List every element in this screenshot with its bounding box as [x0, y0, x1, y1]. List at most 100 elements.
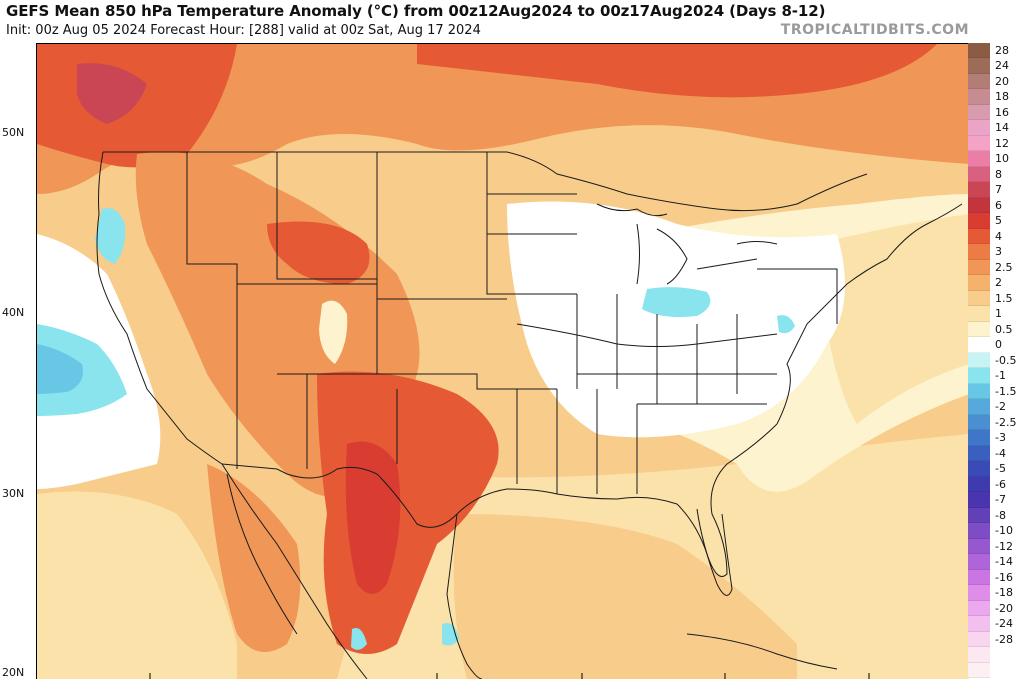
colorbar-swatch — [968, 600, 990, 617]
colorbar-swatch — [968, 244, 990, 260]
colorbar-label: 2.5 — [995, 260, 1013, 274]
map-subtitle: Init: 00z Aug 05 2024 Forecast Hour: [28… — [6, 23, 481, 38]
colorbar-swatch — [968, 135, 990, 152]
colorbar-label: -8 — [995, 508, 1006, 522]
colorbar-swatch — [968, 259, 990, 276]
colorbar-swatch — [968, 631, 990, 648]
colorbar-level: -6 — [968, 476, 1017, 493]
colorbar-level: 16 — [968, 104, 1017, 121]
colorbar-level: 5 — [968, 213, 1017, 229]
colorbar-level: -2.5 — [968, 414, 1017, 431]
colorbar-level: 20 — [968, 73, 1017, 90]
colorbar-swatch — [968, 228, 990, 245]
map-title: GEFS Mean 850 hPa Temperature Anomaly (°… — [6, 2, 826, 20]
colorbar-level: 14 — [968, 120, 1017, 136]
lat-label-20n: 20N — [2, 666, 25, 679]
colorbar-level: -18 — [968, 585, 1017, 601]
boundaries-layer — [96, 151, 963, 679]
colorbar-label: -16 — [995, 570, 1013, 584]
colorbar-swatch — [968, 104, 990, 121]
colorbar-swatch — [968, 213, 990, 229]
colorbar-level: -1 — [968, 368, 1017, 384]
colorbar-swatch — [968, 182, 990, 198]
colorbar-label: -7 — [995, 493, 1006, 507]
colorbar-level: 7 — [968, 182, 1017, 198]
colorbar-level: -0.5 — [968, 352, 1017, 369]
colorbar-level: -20 — [968, 600, 1017, 617]
lat-label-50n: 50N — [2, 126, 25, 139]
colorbar-label: -1.5 — [995, 384, 1017, 398]
colorbar-label: 4 — [995, 229, 1002, 243]
colorbar-swatch — [968, 290, 990, 307]
colorbar-level: -24 — [968, 616, 1017, 632]
colorbar-label: -2.5 — [995, 415, 1017, 429]
colorbar-label: 6 — [995, 198, 1002, 212]
lat-label-30n: 30N — [2, 487, 25, 500]
colorbar-label: -14 — [995, 555, 1013, 569]
colorbar-swatch — [968, 352, 990, 369]
colorbar-label: 28 — [995, 44, 1009, 57]
colorbar-label: 0 — [995, 338, 1002, 352]
colorbar-level: 2.5 — [968, 259, 1017, 276]
colorbar-label: 7 — [995, 183, 1002, 197]
colorbar-swatch — [968, 275, 990, 291]
colorbar-level: 1.5 — [968, 290, 1017, 307]
colorbar-label: 8 — [995, 167, 1002, 181]
colorbar-label: -1 — [995, 369, 1006, 383]
colorbar-label: -5 — [995, 462, 1006, 476]
colorbar-swatch — [968, 538, 990, 555]
colorbar-label: -28 — [995, 632, 1013, 646]
colorbar-label: 10 — [995, 152, 1009, 166]
colorbar-level: 6 — [968, 197, 1017, 214]
colorbar-label: 2 — [995, 276, 1002, 290]
colorbar-swatch — [968, 306, 990, 322]
colorbar-level: 18 — [968, 89, 1017, 105]
colorbar-swatch — [968, 507, 990, 524]
colorbar-swatch — [968, 43, 990, 59]
colorbar-swatch — [968, 616, 990, 632]
brand-watermark[interactable]: TROPICALTIDBITS.COM — [780, 22, 969, 38]
colorbar-level — [968, 647, 1017, 663]
colorbar-level: -12 — [968, 538, 1017, 555]
colorbar-swatch — [968, 151, 990, 167]
colorbar-swatch — [968, 383, 990, 400]
colorbar-label: 5 — [995, 214, 1002, 228]
colorbar-swatch — [968, 430, 990, 446]
colorbar-label: 20 — [995, 74, 1009, 88]
colorbar-level: 3 — [968, 244, 1017, 260]
colorbar-label: 18 — [995, 90, 1009, 104]
colorbar-level: -8 — [968, 507, 1017, 524]
colorbar-legend: 28 24 20 18 16 14 12 10 8 7 6 5 4 3 2.5 2 1.5 1 0.5 0 -0.5 -1… — [968, 43, 1017, 678]
colorbar-swatch — [968, 445, 990, 462]
colorbar-label: -20 — [995, 601, 1013, 615]
colorbar-level: -16 — [968, 569, 1017, 586]
colorbar-swatch — [968, 476, 990, 493]
colorbar-swatch — [968, 492, 990, 508]
colorbar-swatch — [968, 166, 990, 183]
colorbar-label: 1.5 — [995, 291, 1013, 305]
colorbar-label: 0.5 — [995, 322, 1013, 336]
colorbar-level — [968, 662, 1017, 678]
colorbar-level: 0.5 — [968, 321, 1017, 338]
colorbar-swatch — [968, 58, 990, 74]
colorbar-swatch — [968, 647, 990, 663]
colorbar-swatch — [968, 73, 990, 90]
colorbar-swatch — [968, 197, 990, 214]
colorbar-level: 24 — [968, 58, 1017, 74]
colorbar-level: -14 — [968, 554, 1017, 570]
colorbar-level: -7 — [968, 492, 1017, 508]
colorbar-label: 24 — [995, 59, 1009, 73]
colorbar-level: 12 — [968, 135, 1017, 152]
colorbar-level: 10 — [968, 151, 1017, 167]
colorbar-level: 4 — [968, 228, 1017, 245]
anomaly-map-svg — [37, 44, 969, 679]
colorbar-swatch — [968, 554, 990, 570]
colorbar-level: 2 — [968, 275, 1017, 291]
colorbar-label: -18 — [995, 586, 1013, 600]
anomaly-map[interactable] — [36, 43, 969, 679]
colorbar-swatch — [968, 120, 990, 136]
colorbar-label: -10 — [995, 524, 1013, 538]
colorbar-swatch — [968, 569, 990, 586]
colorbar-label: 16 — [995, 105, 1009, 119]
colorbar-label: -12 — [995, 539, 1013, 553]
